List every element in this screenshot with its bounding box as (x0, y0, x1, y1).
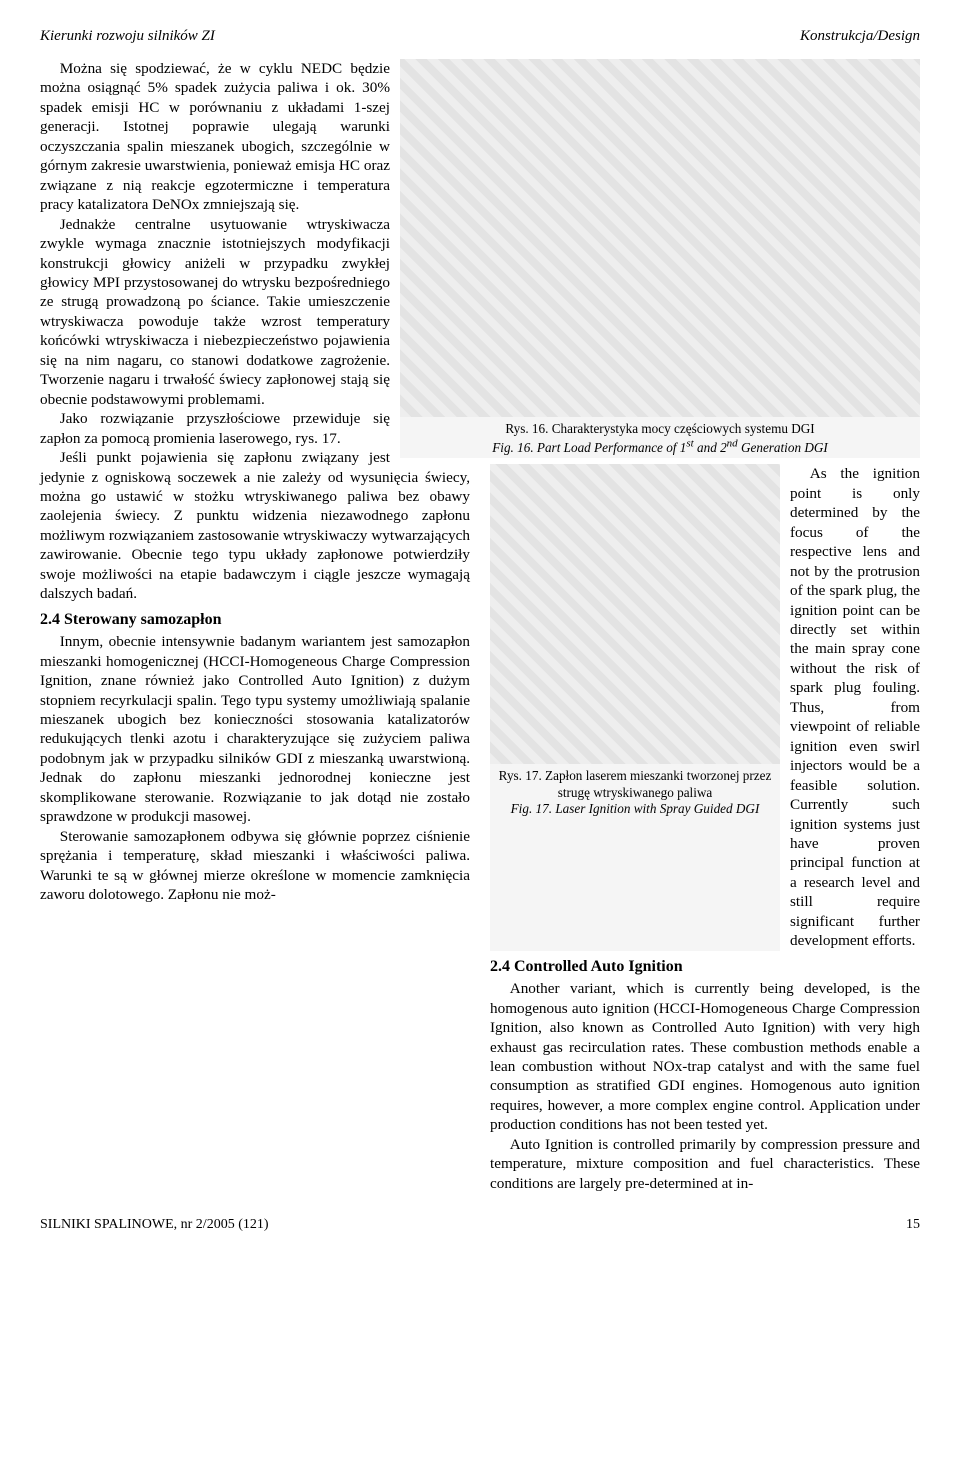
figure-16: Rys. 16. Charakterystyka mocy częściowyc… (400, 59, 920, 458)
page-body: Rys. 16. Charakterystyka mocy częściowyc… (40, 59, 920, 1193)
right-para-block: As the ignition point is only determined… (790, 464, 920, 950)
fig16-caption-pl: Rys. 16. Charakterystyka mocy częściowyc… (505, 421, 814, 436)
right-insert: Rys. 17. Zapłon laserem mieszanki tworzo… (490, 464, 920, 1193)
footer-page-number: 15 (906, 1217, 920, 1233)
running-header: Kierunki rozwoju silników ZI Konstrukcja… (40, 28, 920, 45)
figure-16-caption: Rys. 16. Charakterystyka mocy częściowyc… (400, 417, 920, 458)
figure-17-image (490, 464, 780, 764)
section-2-4-en-head: 2.4 Controlled Auto Ignition (490, 957, 920, 977)
page-footer: SILNIKI SPALINOWE, nr 2/2005 (121) 15 (40, 1217, 920, 1233)
figure-17-caption: Rys. 17. Zapłon laserem mieszanki tworzo… (490, 764, 780, 820)
figure-17: Rys. 17. Zapłon laserem mieszanki tworzo… (490, 464, 780, 950)
fig16-caption-en: Fig. 16. Part Load Performance of 1st an… (492, 440, 828, 455)
footer-left: SILNIKI SPALINOWE, nr 2/2005 (121) (40, 1217, 269, 1233)
fig17-caption-en: Fig. 17. Laser Ignition with Spray Guide… (511, 801, 760, 816)
sec24-en-p2: Auto Ignition is controlled primarily by… (490, 1135, 920, 1193)
para-en-1: As the ignition point is only determined… (790, 464, 920, 950)
header-right: Konstrukcja/Design (800, 28, 920, 45)
figure-16-image (400, 59, 920, 417)
sec24-en-p1: Another variant, which is currently bein… (490, 979, 920, 1135)
header-left: Kierunki rozwoju silników ZI (40, 28, 215, 45)
fig17-caption-pl: Rys. 17. Zapłon laserem mieszanki tworzo… (499, 768, 772, 800)
